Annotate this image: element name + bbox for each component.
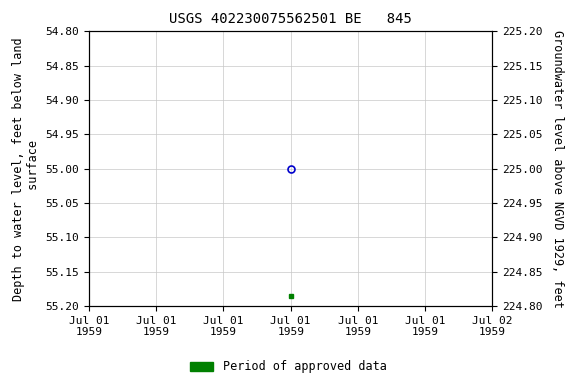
Legend: Period of approved data: Period of approved data	[185, 356, 391, 378]
Y-axis label: Groundwater level above NGVD 1929, feet: Groundwater level above NGVD 1929, feet	[551, 30, 564, 308]
Y-axis label: Depth to water level, feet below land
 surface: Depth to water level, feet below land su…	[12, 37, 40, 301]
Title: USGS 402230075562501 BE   845: USGS 402230075562501 BE 845	[169, 12, 412, 26]
